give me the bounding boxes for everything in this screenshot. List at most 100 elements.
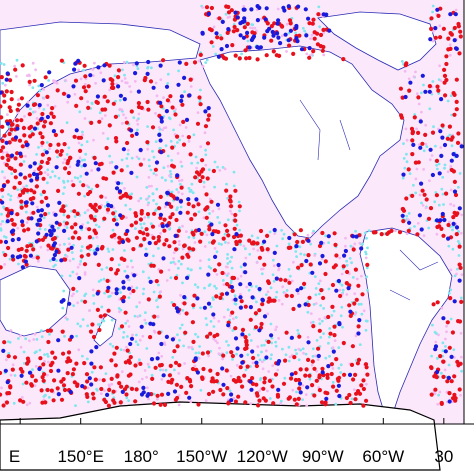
observation-point — [200, 30, 205, 35]
observation-point — [286, 38, 291, 43]
observation-point — [342, 253, 347, 258]
observation-point — [247, 238, 252, 243]
observation-point — [436, 357, 439, 360]
observation-point — [424, 142, 428, 146]
observation-point — [459, 299, 464, 304]
observation-point — [306, 233, 310, 237]
observation-point — [332, 231, 337, 236]
observation-point — [23, 115, 26, 118]
observation-point — [449, 288, 452, 292]
observation-point — [256, 249, 260, 252]
observation-point — [436, 13, 441, 18]
observation-point — [347, 372, 353, 377]
observation-point — [242, 262, 247, 267]
observation-point — [105, 288, 110, 294]
observation-point — [298, 228, 303, 233]
observation-point — [428, 147, 433, 152]
observation-point — [287, 280, 292, 285]
observation-point — [132, 116, 136, 119]
observation-point — [316, 353, 321, 359]
observation-point — [190, 346, 194, 349]
observation-point — [3, 252, 8, 258]
observation-point — [124, 81, 127, 84]
observation-point — [236, 394, 241, 399]
observation-point — [99, 246, 104, 251]
observation-point — [457, 387, 462, 392]
observation-point — [111, 101, 116, 106]
observation-point — [218, 387, 223, 393]
observation-point — [172, 260, 175, 264]
observation-point — [209, 320, 213, 323]
observation-point — [129, 336, 135, 341]
observation-point — [185, 252, 190, 257]
observation-point — [191, 247, 196, 252]
observation-point — [92, 74, 95, 77]
observation-point — [198, 178, 203, 184]
observation-point — [256, 353, 260, 357]
observation-point — [50, 246, 55, 251]
observation-point — [452, 189, 458, 194]
observation-point — [355, 361, 360, 366]
observation-point — [155, 173, 158, 177]
observation-point — [159, 341, 164, 347]
observation-point — [266, 339, 271, 344]
observation-point — [86, 324, 90, 328]
observation-point — [442, 73, 448, 78]
observation-point — [251, 241, 256, 246]
observation-point — [31, 247, 36, 252]
observation-point — [63, 257, 68, 262]
observation-point — [155, 94, 159, 98]
observation-point — [179, 384, 184, 389]
observation-point — [457, 206, 462, 211]
observation-point — [25, 74, 29, 77]
observation-point — [24, 142, 29, 148]
observation-point — [62, 179, 65, 183]
observation-point — [296, 265, 301, 270]
observation-point — [17, 138, 23, 143]
observation-point — [10, 172, 14, 176]
observation-point — [79, 174, 83, 178]
observation-point — [159, 119, 164, 124]
observation-point — [16, 111, 20, 114]
observation-point — [214, 379, 219, 384]
observation-point — [175, 309, 180, 314]
observation-point — [427, 226, 431, 230]
observation-point — [73, 222, 78, 227]
observation-point — [39, 199, 44, 204]
observation-point — [187, 246, 192, 251]
observation-point — [138, 314, 142, 318]
observation-point — [161, 368, 165, 372]
observation-point — [131, 333, 134, 337]
observation-point — [275, 290, 279, 294]
observation-point — [259, 377, 263, 380]
observation-point — [32, 338, 36, 341]
observation-point — [234, 232, 239, 237]
observation-point — [39, 245, 43, 249]
observation-point — [258, 228, 264, 234]
observation-point — [0, 200, 5, 205]
observation-point — [193, 241, 197, 244]
observation-point — [0, 90, 3, 95]
observation-point — [269, 24, 274, 29]
observation-point — [19, 96, 24, 101]
observation-point — [40, 135, 45, 140]
observation-point — [154, 140, 158, 144]
observation-point — [179, 293, 182, 297]
observation-point — [61, 91, 67, 96]
observation-point — [134, 340, 138, 344]
observation-point — [136, 67, 140, 70]
observation-point — [64, 79, 68, 82]
observation-point — [18, 334, 22, 338]
observation-point — [114, 345, 119, 350]
observation-point — [153, 167, 158, 172]
observation-point — [196, 202, 201, 207]
observation-point — [43, 75, 48, 80]
observation-point — [204, 148, 208, 152]
observation-point — [118, 195, 123, 200]
observation-point — [133, 399, 138, 404]
observation-point — [140, 226, 144, 230]
observation-point — [229, 8, 234, 13]
observation-point — [192, 293, 197, 298]
observation-point — [205, 141, 211, 146]
observation-point — [415, 232, 420, 237]
